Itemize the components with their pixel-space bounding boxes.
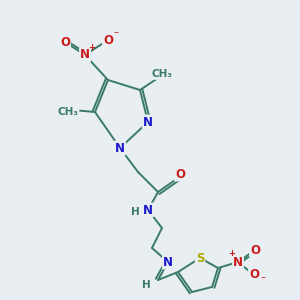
Text: CH₃: CH₃	[152, 69, 172, 79]
Text: S: S	[196, 251, 204, 265]
Text: +: +	[229, 250, 236, 259]
Text: N: N	[143, 116, 153, 128]
Text: N: N	[80, 49, 90, 62]
Text: N: N	[233, 256, 243, 268]
Text: N: N	[143, 203, 153, 217]
Text: CH₃: CH₃	[58, 107, 79, 117]
Text: ⁻: ⁻	[260, 275, 266, 285]
Text: O: O	[249, 268, 259, 281]
Text: ⁻: ⁻	[113, 30, 119, 40]
Text: N: N	[163, 256, 173, 268]
Text: O: O	[103, 34, 113, 46]
Text: N: N	[115, 142, 125, 154]
Text: O: O	[175, 167, 185, 181]
Text: +: +	[88, 44, 95, 52]
Text: O: O	[60, 35, 70, 49]
Text: H: H	[130, 207, 140, 217]
Text: H: H	[142, 280, 150, 290]
Text: O: O	[250, 244, 260, 256]
